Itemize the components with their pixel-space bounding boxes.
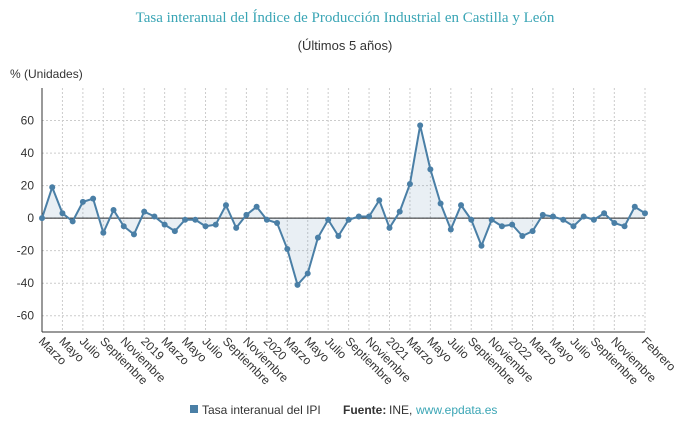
- data-point: [621, 223, 628, 230]
- data-point: [161, 221, 168, 228]
- data-point: [519, 233, 526, 240]
- data-point: [325, 216, 332, 223]
- data-point: [376, 197, 383, 204]
- y-axis-label: % (Unidades): [10, 67, 83, 81]
- data-point: [529, 228, 536, 235]
- y-tick-label: 20: [21, 179, 35, 193]
- data-point: [396, 208, 403, 215]
- data-point: [539, 211, 546, 218]
- data-point: [233, 224, 240, 231]
- data-point: [406, 180, 413, 187]
- data-point: [69, 218, 76, 225]
- y-tick-label: -60: [17, 309, 35, 323]
- data-point: [182, 216, 189, 223]
- data-point: [314, 234, 321, 241]
- source-label: Fuente:: [343, 403, 386, 417]
- data-point: [151, 213, 158, 220]
- data-point: [304, 270, 311, 277]
- data-point: [366, 213, 373, 220]
- data-point: [222, 202, 229, 209]
- data-point: [580, 213, 587, 220]
- data-point: [560, 216, 567, 223]
- data-point: [263, 216, 270, 223]
- data-point: [550, 213, 557, 220]
- data-point: [171, 228, 178, 235]
- data-point: [631, 203, 638, 210]
- data-point: [345, 216, 352, 223]
- data-point: [141, 208, 148, 215]
- data-point: [611, 220, 618, 227]
- data-point: [130, 231, 137, 238]
- data-point: [39, 215, 45, 222]
- data-point: [417, 122, 424, 129]
- data-point: [202, 223, 209, 230]
- data-point: [498, 223, 505, 230]
- chart-title: Tasa interanual del Índice de Producción…: [136, 9, 555, 26]
- data-point: [192, 216, 199, 223]
- data-point: [427, 166, 434, 173]
- series-area: [42, 125, 645, 285]
- data-point: [570, 223, 577, 230]
- data-point: [447, 226, 454, 233]
- data-point: [458, 202, 465, 209]
- series-line: [41, 125, 646, 287]
- data-point: [590, 216, 597, 223]
- data-point: [642, 210, 648, 217]
- data-point: [284, 246, 291, 253]
- source-link[interactable]: www.epdata.es: [415, 403, 497, 417]
- data-point: [355, 213, 362, 220]
- data-point: [437, 200, 444, 207]
- data-point: [488, 216, 495, 223]
- data-point: [59, 210, 66, 217]
- y-tick-label: 0: [27, 211, 34, 225]
- data-point: [274, 220, 281, 227]
- data-point: [478, 242, 485, 249]
- legend-swatch: [190, 405, 198, 413]
- data-point: [468, 216, 475, 223]
- data-point: [79, 198, 86, 205]
- source-name: INE,: [389, 403, 412, 417]
- data-point: [386, 224, 393, 231]
- y-tick-label: 60: [21, 114, 35, 128]
- data-point: [509, 221, 516, 228]
- data-point: [110, 207, 117, 213]
- data-point: [601, 210, 608, 217]
- y-tick-label: 40: [21, 146, 35, 160]
- data-point: [49, 184, 56, 191]
- data-point: [335, 233, 342, 240]
- data-point: [212, 221, 219, 228]
- chart-subtitle: (Últimos 5 años): [298, 38, 393, 53]
- data-point: [294, 281, 301, 288]
- y-tick-label: -40: [17, 276, 35, 290]
- y-tick-label: -20: [17, 244, 35, 258]
- data-point: [253, 203, 260, 210]
- data-point: [243, 211, 250, 218]
- data-point: [120, 223, 127, 230]
- data-point: [90, 195, 97, 202]
- data-point: [100, 229, 107, 236]
- legend-label: Tasa interanual del IPI: [202, 403, 321, 417]
